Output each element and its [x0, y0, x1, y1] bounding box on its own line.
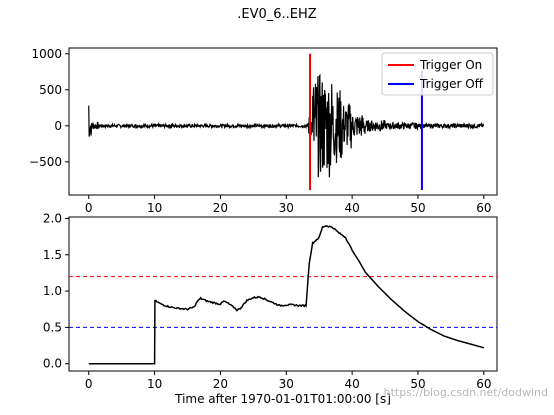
bottom-series: [69, 225, 497, 365]
x-tick-label: 10: [147, 377, 162, 391]
bottom-plot-frame: [68, 216, 498, 372]
watermark: https://blog.csdn.net/dodwind: [384, 386, 548, 399]
bottom-x-axis-ticks: 0 10 20 30 40 50 60: [85, 371, 491, 391]
y-tick-label: 0.0: [43, 357, 62, 371]
x-tick-label: 0: [85, 201, 93, 215]
x-tick-label: 50: [410, 377, 425, 391]
y-tick-label: 1000: [31, 47, 62, 61]
x-tick-label: 60: [476, 377, 491, 391]
top-x-axis-ticks: 0 10 20 30 40 50 60: [85, 195, 491, 215]
x-tick-label: 10: [147, 201, 162, 215]
x-tick-label: 40: [344, 377, 359, 391]
legend: Trigger On Trigger Off: [381, 52, 494, 96]
x-tick-label: 20: [213, 377, 228, 391]
y-tick-label: 1.5: [43, 248, 62, 262]
legend-entry-label: Trigger On: [419, 58, 482, 72]
x-tick-label: 30: [279, 201, 294, 215]
y-tick-label: 2.0: [43, 211, 62, 225]
waveform-line: [88, 73, 485, 178]
top-y-axis-ticks: −500 0 500 1000: [29, 47, 69, 169]
x-tick-label: 0: [85, 377, 93, 391]
bottom-y-axis-ticks: 0.0 0.5 1.0 1.5 2.0: [43, 211, 69, 371]
y-tick-label: 500: [39, 83, 62, 97]
y-tick-label: −500: [29, 155, 62, 169]
x-tick-label: 60: [476, 201, 491, 215]
chart-title: .EV0_6..EHZ: [237, 7, 317, 22]
x-tick-label: 20: [213, 201, 228, 215]
bottom-plot: 0 10 20 30 40 50 60 0.0 0.5 1.0 1.5 2.0 Time after…: [43, 211, 498, 406]
y-tick-label: 0: [54, 119, 62, 133]
sta-lta-line: [88, 225, 485, 365]
x-tick-label: 50: [410, 201, 425, 215]
y-tick-label: 1.0: [43, 284, 62, 298]
x-tick-label: 40: [344, 201, 359, 215]
legend-entry-label: Trigger Off: [419, 77, 484, 91]
x-tick-label: 30: [279, 377, 294, 391]
bottom-x-axis-label: Time after 1970-01-01T01:00:00 [s]: [174, 392, 391, 406]
y-tick-label: 0.5: [43, 320, 62, 334]
